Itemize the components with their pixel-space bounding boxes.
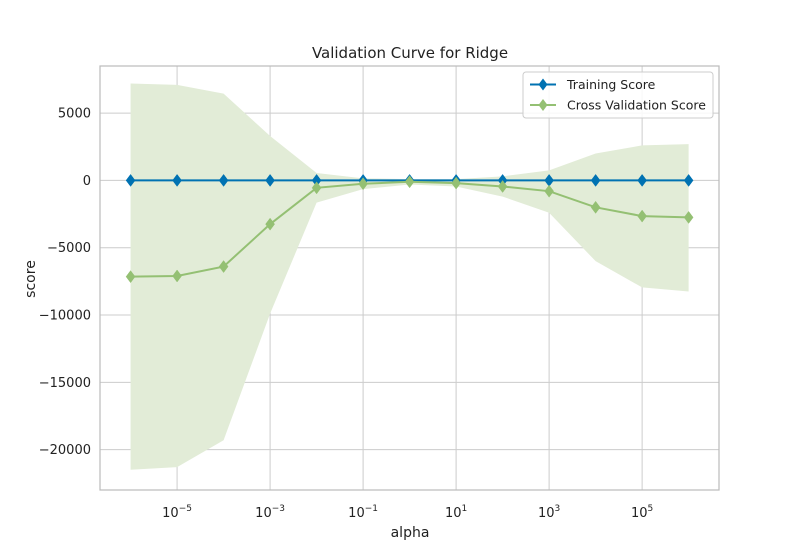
legend-swatch-marker — [538, 99, 548, 111]
data-point-marker — [265, 217, 275, 231]
y-tick-label: 0 — [83, 174, 91, 189]
chart-title: Validation Curve for Ridge — [312, 44, 508, 62]
x-tick-label: 10−3 — [255, 504, 285, 521]
x-axis-label: alpha — [391, 525, 430, 541]
data-point-marker — [637, 173, 647, 187]
data-point-marker — [544, 184, 554, 198]
data-point-marker — [125, 270, 136, 284]
plot-frame — [99, 65, 720, 491]
data-point-marker — [404, 175, 415, 189]
legend-box — [522, 71, 714, 119]
y-tick-label: −10000 — [39, 309, 91, 324]
y-tick-labels: 5000 0 −5000 −10000 −15000 −20000 — [39, 107, 91, 459]
y-tick-label: −15000 — [39, 376, 91, 391]
data-point-marker — [590, 173, 601, 187]
data-point-marker — [451, 176, 461, 190]
data-point-marker — [311, 181, 322, 195]
data-point-marker — [683, 173, 694, 187]
x-tick-label: 105 — [631, 504, 653, 521]
data-point-marker — [125, 173, 136, 187]
x-tick-label: 10−1 — [348, 504, 378, 521]
x-tick-labels: 10−5 10−3 10−1 101 103 105 — [162, 504, 653, 521]
data-point-marker — [265, 173, 275, 187]
y-tick-label: −5000 — [47, 241, 91, 256]
data-point-marker — [683, 211, 694, 224]
y-tick-label: 5000 — [58, 107, 91, 122]
legend: Training Score Cross Validation Score — [522, 71, 714, 119]
data-point-marker — [218, 173, 229, 187]
x-tick-label: 10−5 — [162, 504, 192, 521]
series-markers — [125, 173, 694, 284]
data-point-marker — [358, 177, 368, 191]
data-point-marker — [637, 209, 647, 223]
data-point-marker — [218, 260, 229, 273]
x-tick-label: 101 — [445, 504, 467, 521]
legend-label: Training Score — [566, 77, 656, 92]
x-tick-label: 103 — [538, 504, 560, 521]
legend-swatch-marker — [538, 78, 548, 91]
data-point-marker — [172, 269, 182, 283]
data-point-marker — [172, 173, 182, 187]
legend-label: Cross Validation Score — [567, 98, 706, 113]
y-tick-label: −20000 — [39, 443, 91, 458]
y-axis-label: score — [23, 260, 39, 298]
data-point-marker — [497, 180, 508, 193]
data-point-marker — [590, 200, 601, 214]
